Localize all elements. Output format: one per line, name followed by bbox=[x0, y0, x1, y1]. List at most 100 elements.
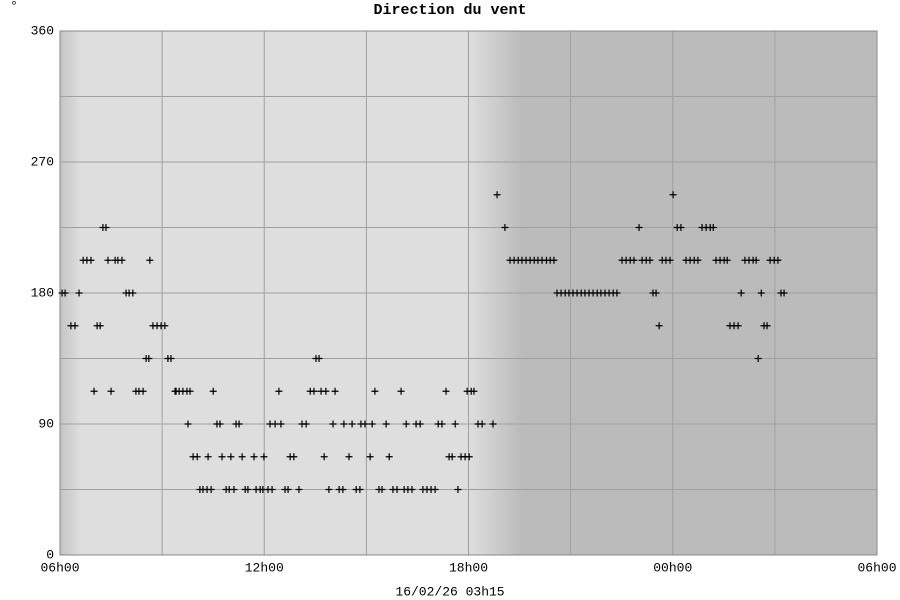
data-point bbox=[416, 420, 424, 428]
data-point bbox=[709, 224, 717, 231]
data-point bbox=[646, 256, 654, 264]
data-point bbox=[184, 420, 192, 428]
data-point bbox=[216, 420, 224, 428]
data-point bbox=[385, 453, 393, 461]
data-point bbox=[331, 387, 339, 395]
y-tick-label: 90 bbox=[38, 416, 54, 431]
data-point bbox=[694, 256, 702, 264]
data-point bbox=[465, 453, 473, 461]
data-point bbox=[244, 486, 252, 493]
data-point bbox=[677, 224, 685, 231]
data-point bbox=[451, 420, 459, 428]
data-point bbox=[655, 322, 663, 330]
data-point bbox=[393, 486, 401, 493]
y-tick-label: 180 bbox=[31, 285, 54, 300]
data-point bbox=[186, 387, 194, 395]
chart-title: Direction du vent bbox=[373, 2, 526, 19]
data-point bbox=[320, 453, 328, 461]
data-point bbox=[209, 387, 217, 395]
data-point bbox=[774, 256, 782, 264]
data-point bbox=[260, 453, 268, 461]
data-point bbox=[448, 453, 456, 461]
data-point bbox=[438, 420, 446, 428]
data-point bbox=[87, 256, 95, 264]
data-point bbox=[454, 486, 462, 493]
y-tick-label: 270 bbox=[31, 154, 54, 169]
data-point bbox=[470, 387, 478, 395]
x-tick-label: 12h00 bbox=[245, 560, 284, 575]
data-point bbox=[227, 453, 235, 461]
data-point bbox=[139, 387, 147, 395]
y-tick-label: 360 bbox=[31, 23, 54, 38]
y-tick-label: 0 bbox=[46, 547, 54, 562]
data-point bbox=[310, 387, 318, 395]
data-point bbox=[90, 387, 98, 395]
data-point bbox=[408, 486, 416, 493]
data-point bbox=[402, 420, 410, 428]
data-point bbox=[493, 191, 501, 199]
data-point bbox=[104, 256, 112, 264]
data-point bbox=[325, 486, 333, 493]
data-point bbox=[107, 387, 115, 395]
data-point bbox=[757, 289, 765, 297]
data-point bbox=[146, 256, 154, 264]
data-point bbox=[295, 486, 303, 493]
data-point bbox=[315, 355, 323, 362]
data-point bbox=[96, 322, 104, 330]
data-point bbox=[348, 420, 356, 428]
data-point bbox=[161, 322, 169, 330]
data-point bbox=[378, 486, 386, 493]
data-point bbox=[302, 420, 310, 428]
data-point bbox=[501, 224, 509, 231]
data-point bbox=[322, 387, 330, 395]
data-point bbox=[366, 453, 374, 461]
data-point bbox=[118, 256, 126, 264]
x-tick-label: 18h00 bbox=[449, 560, 488, 575]
data-point bbox=[218, 453, 226, 461]
data-point bbox=[277, 420, 285, 428]
data-point bbox=[167, 355, 175, 362]
data-point bbox=[329, 420, 337, 428]
data-point bbox=[235, 420, 243, 428]
data-point bbox=[723, 256, 731, 264]
data-point bbox=[489, 420, 497, 428]
data-point bbox=[734, 322, 742, 330]
data-point bbox=[145, 355, 153, 362]
data-point bbox=[75, 289, 83, 297]
data-point bbox=[204, 453, 212, 461]
data-point bbox=[129, 289, 137, 297]
data-point bbox=[613, 289, 621, 297]
data-point bbox=[193, 453, 201, 461]
data-point bbox=[478, 420, 486, 428]
data-point bbox=[780, 289, 788, 297]
data-point bbox=[356, 486, 364, 493]
data-point bbox=[250, 453, 258, 461]
x-axis-label: 16/02/26 03h15 bbox=[395, 584, 504, 599]
x-tick-label: 00h00 bbox=[653, 560, 692, 575]
data-point bbox=[371, 387, 379, 395]
data-point bbox=[368, 420, 376, 428]
data-point bbox=[345, 453, 353, 461]
data-point bbox=[754, 355, 762, 362]
data-point bbox=[635, 224, 643, 231]
data-point bbox=[382, 420, 390, 428]
data-point bbox=[238, 453, 246, 461]
x-tick-label: 06h00 bbox=[40, 560, 79, 575]
data-point bbox=[397, 387, 405, 395]
data-point bbox=[652, 289, 660, 297]
data-point bbox=[669, 191, 677, 199]
data-point bbox=[737, 289, 745, 297]
data-point bbox=[340, 420, 348, 428]
data-point bbox=[550, 256, 558, 264]
data-point bbox=[630, 256, 638, 264]
data-point bbox=[442, 387, 450, 395]
data-point bbox=[763, 322, 771, 330]
data-point bbox=[102, 224, 110, 231]
data-point bbox=[207, 486, 215, 493]
data-point bbox=[284, 486, 292, 493]
data-point bbox=[666, 256, 674, 264]
data-point bbox=[275, 387, 283, 395]
y-unit: ° bbox=[10, 0, 18, 13]
data-point bbox=[268, 486, 276, 493]
